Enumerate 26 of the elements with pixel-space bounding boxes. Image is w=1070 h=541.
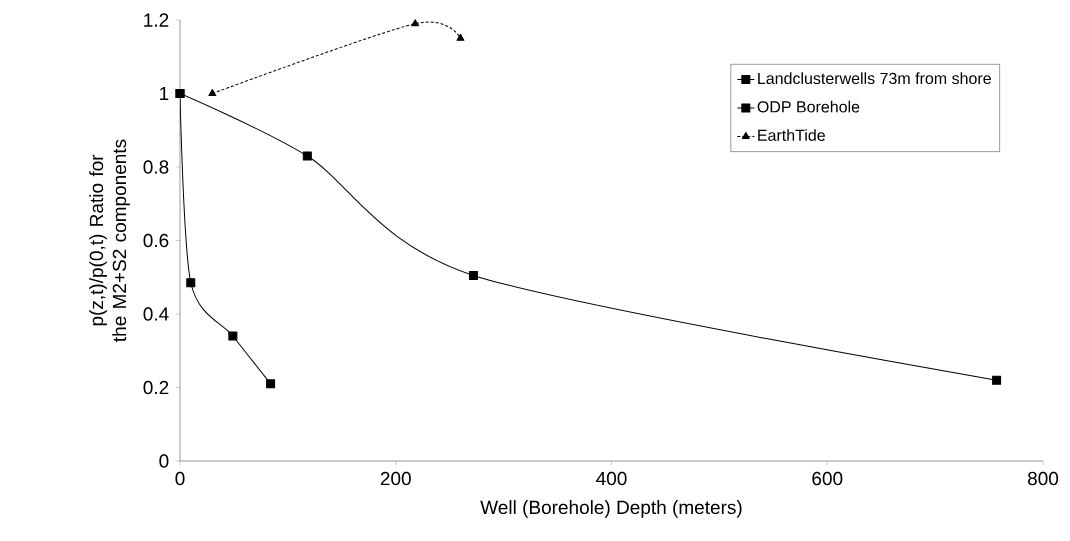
point xyxy=(992,375,1002,385)
y-axis-title: p(z,t)/p(0,t) Ratio for the M2+S2 components xyxy=(89,139,130,342)
y-tick-label: 0.2 xyxy=(143,380,169,395)
point xyxy=(468,270,478,280)
y-tick-label: 0.8 xyxy=(143,160,169,174)
y-tick-label: 0.6 xyxy=(143,233,169,248)
x-tick-label: 400 xyxy=(596,471,627,486)
point xyxy=(302,151,312,161)
x-tick-label: 600 xyxy=(812,471,843,486)
legend-label: EarthTide xyxy=(758,129,825,141)
point xyxy=(411,19,420,27)
y-tick-label: 1 xyxy=(160,86,169,101)
y-tick-label: 0 xyxy=(159,454,169,468)
x-tick-label: 800 xyxy=(1027,471,1059,486)
x-tick-label: 0 xyxy=(175,471,185,486)
y-tick-label: 0.4 xyxy=(143,307,169,321)
y-tick-label: 1.2 xyxy=(144,13,169,27)
point xyxy=(228,331,238,341)
point xyxy=(208,89,217,96)
legend-label: ODP Borehole xyxy=(757,100,860,113)
point xyxy=(266,379,276,389)
x-tick-label: 200 xyxy=(380,471,411,486)
point xyxy=(186,278,196,288)
legend-label: Landclusterwells 73m from shore xyxy=(758,72,991,85)
x-axis-title: Well (Borehole) Depth (meters) xyxy=(480,500,742,518)
point xyxy=(456,33,465,41)
